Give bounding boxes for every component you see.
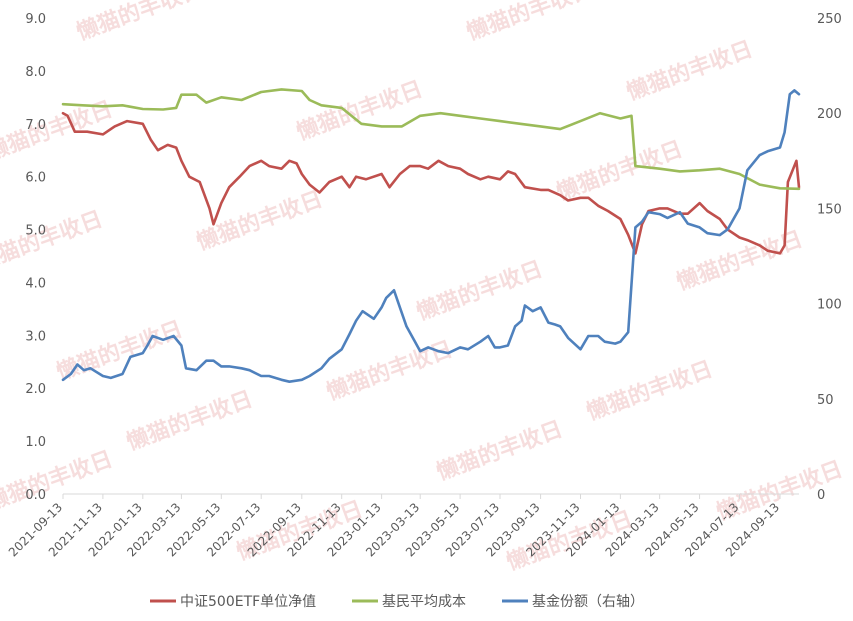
y-left-tick-label: 0.0 [25,488,46,503]
y-left-tick-label: 8.0 [25,65,46,80]
legend-label-2: 基民平均成本 [382,593,466,610]
watermark-text: 懒猫的丰收日 [0,206,106,276]
y-right-tick-label: 150 [817,202,842,217]
y-right-tick-label: 200 [817,107,842,122]
watermark-text: 懒猫的丰收日 [433,416,566,486]
series-line-1 [61,111,801,255]
watermark-text: 懒猫的丰收日 [293,76,426,146]
y-left-tick-label: 5.0 [25,224,46,239]
watermark-text: 懒猫的丰收日 [123,386,256,456]
watermark-text: 懒猫的丰收日 [623,36,756,106]
series-line-3 [61,89,801,384]
axes-layer: 0.0 1.0 2.0 3.0 4.0 5.0 6.0 7.0 8.0 9.0 0 50 100 150 2… [6,12,842,559]
y-right-tick-label: 0 [817,488,825,503]
y-right-tick-label: 100 [817,298,842,313]
watermark-text: 懒猫的丰收日 [463,0,596,46]
watermark-text: 懒猫的丰收日 [413,256,546,326]
y-left-tick-label: 3.0 [25,329,46,344]
legend: 中证500ETF单位净值 基民平均成本 基金份额（右轴） [150,593,644,610]
y-right-tick-label: 50 [817,393,834,408]
legend-label-3: 基金份额（右轴） [532,593,644,610]
watermark-text: 懒猫的丰收日 [73,0,206,46]
series-line-2 [61,88,801,191]
y-left-tick-label: 2.0 [25,382,46,397]
y-left-tick-label: 1.0 [25,435,46,450]
series-layer [61,88,801,384]
y-left-tick-label: 9.0 [25,12,46,27]
y-left-tick-label: 7.0 [25,118,46,133]
legend-label-1: 中证500ETF单位净值 [180,594,316,610]
y-right-tick-label: 250 [817,12,842,27]
watermark-text: 懒猫的丰收日 [583,356,716,426]
y-left-tick-label: 4.0 [25,276,46,291]
y-left-tick-label: 6.0 [25,171,46,186]
